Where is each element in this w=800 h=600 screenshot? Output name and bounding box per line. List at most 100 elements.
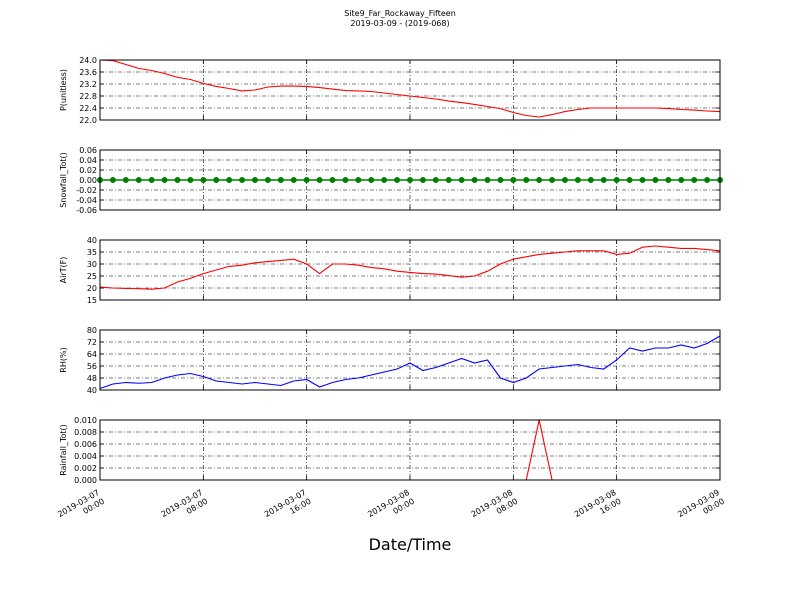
data-point [174,177,181,183]
y-tick-label: 40 [87,386,97,395]
data-point [303,177,310,183]
y-tick-label: 0.002 [74,464,97,473]
data-point [213,177,220,183]
y-axis-label: RH(%) [59,347,68,372]
data-point [523,177,530,183]
y-tick-label: 0.004 [74,452,97,461]
y-tick-label: 25 [87,272,97,281]
y-axis-label: P(unitless) [59,69,68,111]
y-tick-label: 23.6 [79,68,97,77]
data-point [277,177,284,183]
data-point [381,177,388,183]
data-point [510,177,517,183]
y-tick-label: 23.2 [79,80,97,89]
y-tick-label: 15 [87,296,97,305]
y-tick-label: -0.04 [76,196,97,205]
data-point [316,177,323,183]
plot-frame [99,149,721,211]
data-point [161,177,168,183]
y-tick-label: -0.02 [76,186,97,195]
y-tick-label: 0.04 [79,156,97,165]
data-point [148,177,155,183]
plot-frame [99,59,721,121]
x-axis-label: Date/Time [369,535,452,554]
data-point [432,177,439,183]
data-point [239,177,246,183]
data-point [691,177,698,183]
data-point [704,177,711,183]
y-tick-label: 24.0 [79,56,97,65]
data-point [368,177,375,183]
data-point [252,177,258,183]
data-point [200,177,207,183]
data-point [587,177,594,183]
data-point [342,177,349,183]
y-tick-label: 64 [87,350,97,359]
y-axis-label: Snowfall_Tot() [59,152,68,208]
data-point [329,177,336,183]
data-point [678,177,685,183]
data-point [445,177,452,183]
y-tick-label: 35 [87,248,97,257]
data-point [226,177,233,183]
y-tick-label: 40 [87,236,97,245]
data-point [600,177,607,183]
x-tick-label: 2019-03-0900:00 [676,488,726,528]
figure-title: Site9_Far_Rockaway_Fifteen [344,9,456,18]
data-point [497,177,504,183]
data-point [187,177,194,183]
data-point [549,177,556,183]
data-point [665,177,672,183]
y-tick-label: 0.00 [79,176,97,185]
figure-subtitle: 2019-03-09 - (2019-068) [350,19,449,28]
x-tick-label: 2019-03-0816:00 [573,488,623,528]
data-point [264,177,271,183]
data-point [407,177,413,183]
data-point [536,177,543,183]
x-tick-label: 2019-03-0716:00 [263,488,313,528]
y-tick-label: 20 [87,284,97,293]
y-tick-label: 22.0 [79,116,97,125]
y-tick-label: 0.02 [79,166,97,175]
x-tick-label: 2019-03-0700:00 [56,488,106,528]
y-tick-label: 30 [87,260,97,269]
y-tick-label: 48 [87,374,97,383]
data-point [471,177,478,183]
series-line [99,335,721,390]
y-tick-label: 0.006 [74,440,97,449]
y-tick-label: 72 [87,338,97,347]
y-tick-label: 0.008 [74,428,97,437]
data-point [419,177,426,183]
data-point [135,177,142,183]
x-tick-label: 2019-03-0708:00 [160,488,210,528]
plot-frame [99,239,721,301]
y-tick-label: 22.8 [79,92,97,101]
data-point [574,177,581,183]
data-point [639,177,646,183]
y-tick-label: 56 [87,362,97,371]
y-tick-label: 0.000 [74,476,97,485]
data-point [290,177,297,183]
y-tick-label: 0.010 [74,416,97,425]
data-point [394,177,401,183]
series-line [99,59,721,118]
data-point [613,177,620,183]
data-point [626,177,633,183]
data-point [109,177,116,183]
data-point [652,177,659,183]
plot-frame [99,329,721,391]
y-tick-label: 0.06 [79,146,97,155]
x-tick-label: 2019-03-0800:00 [366,488,416,528]
data-point [122,177,129,183]
data-point [458,177,465,183]
y-tick-label: -0.06 [76,206,97,215]
plot-frame [99,419,721,481]
series-line [99,245,721,290]
y-axis-label: AirT(F) [59,257,68,284]
y-tick-label: 80 [87,326,97,335]
data-point [355,177,362,183]
y-axis-label: Rainfall_Tot() [59,424,68,476]
data-point [562,177,568,183]
y-tick-label: 22.4 [79,104,97,113]
